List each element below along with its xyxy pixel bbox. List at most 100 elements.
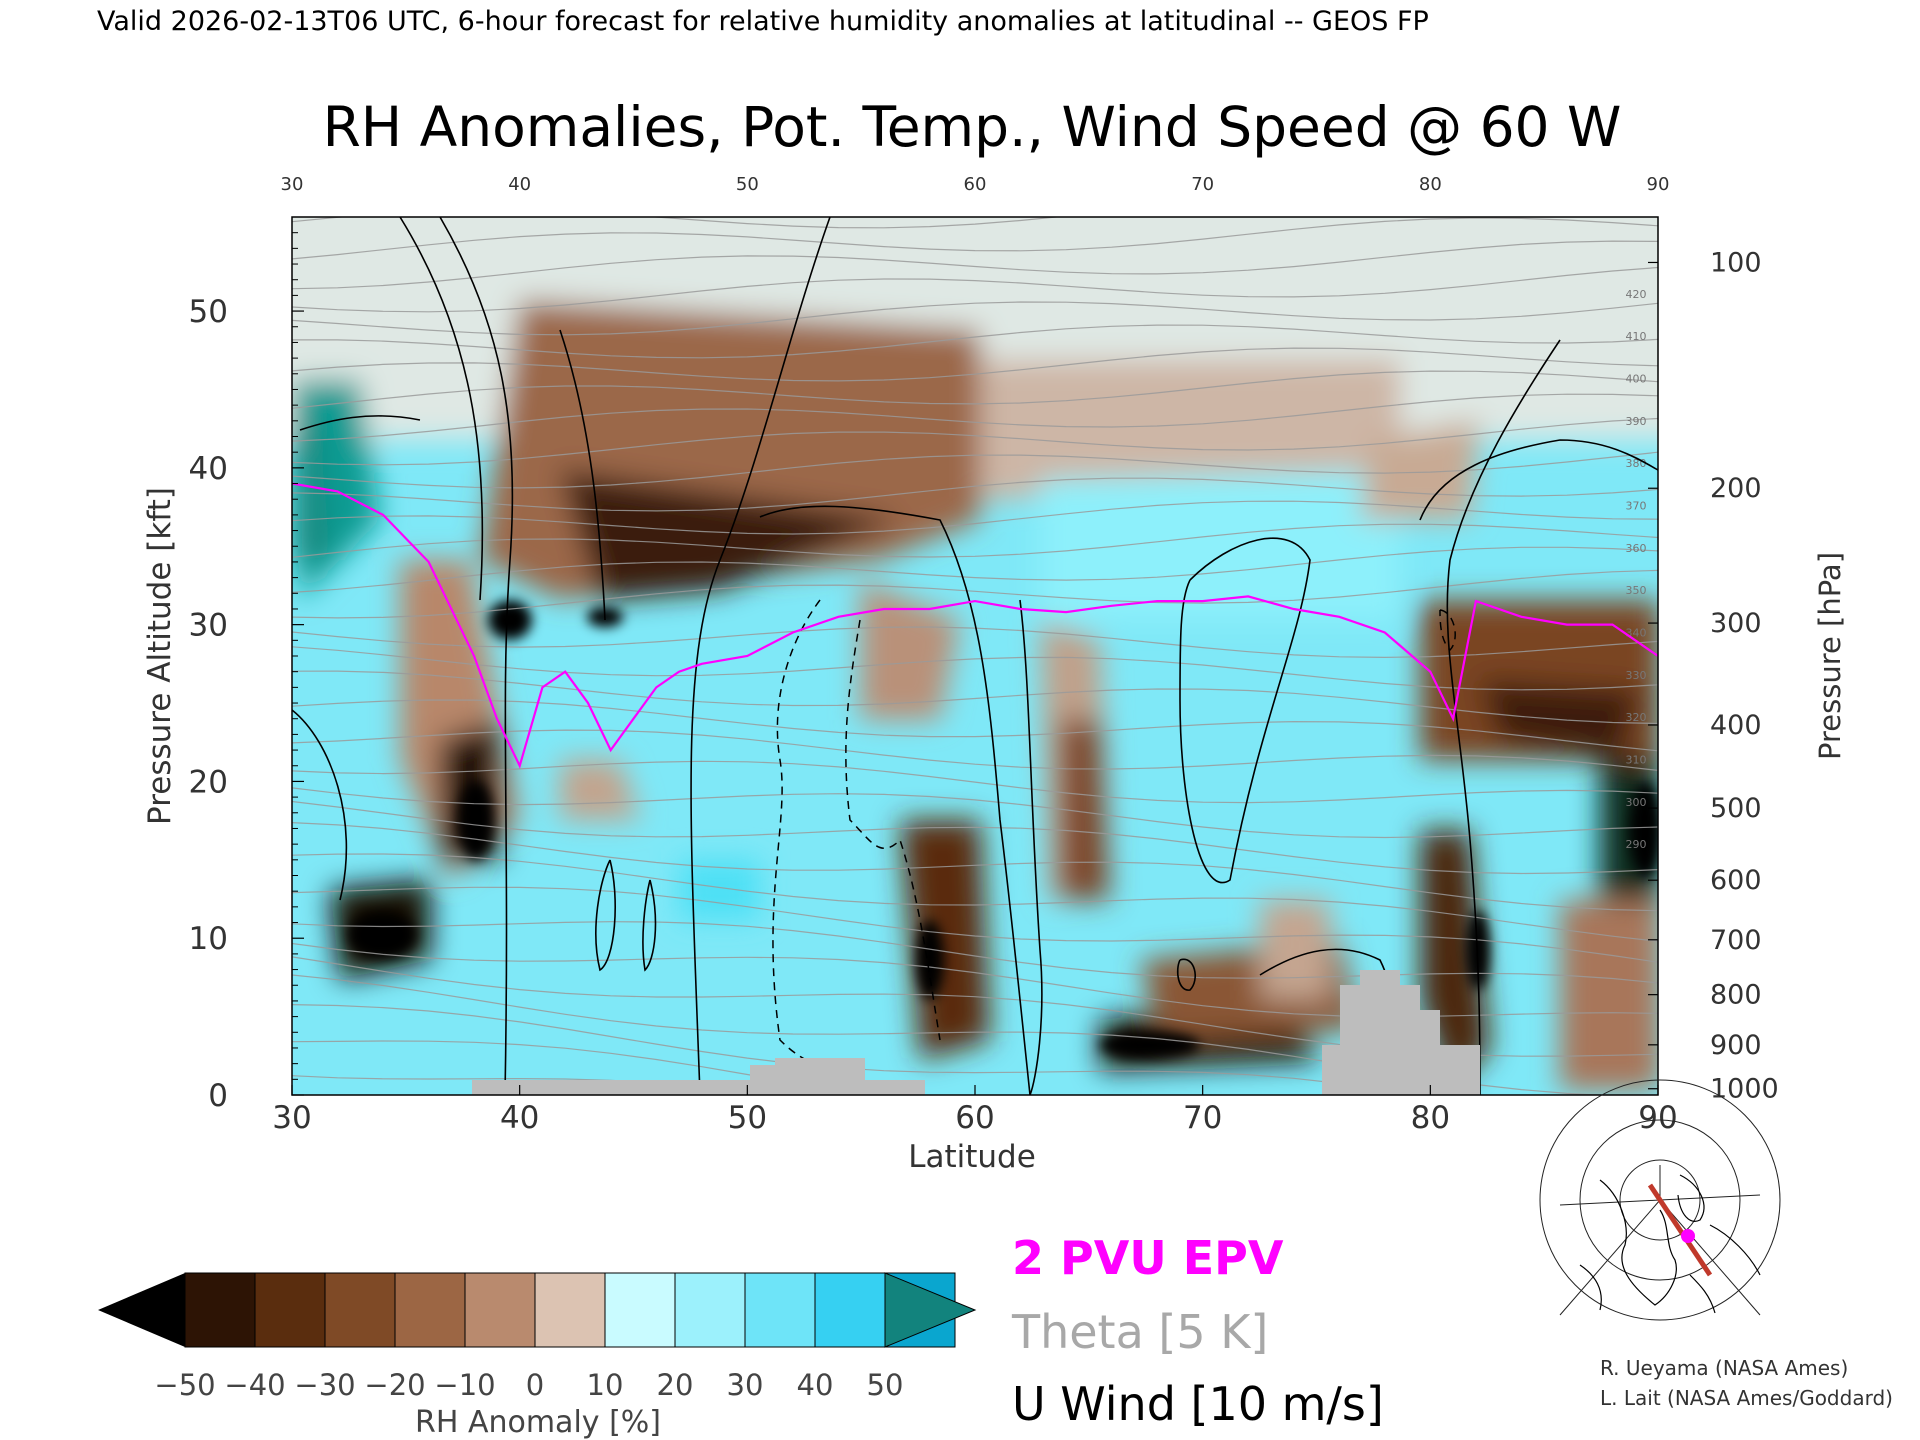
theta-label: 330	[1626, 669, 1647, 682]
plot-area: 290 300 310 320 330 340 350 360 370 380 390 400 410 4…	[292, 217, 1658, 1095]
y-tick-label: 30	[189, 608, 228, 644]
top-tick-label: 60	[964, 174, 987, 195]
theta-contour	[292, 646, 1658, 691]
pressure-tick-label: 200	[1710, 473, 1762, 504]
y-tick-label: 50	[189, 294, 228, 330]
topography-left	[472, 1058, 925, 1095]
top-axis-ticks: 30 40 50 60 70 80 90	[281, 174, 1670, 195]
theta-label: 350	[1626, 584, 1647, 597]
chart-title: RH Anomalies, Pot. Temp., Wind Speed @ 6…	[323, 95, 1622, 159]
pressure-tick-label: 600	[1710, 865, 1762, 896]
x-tick-label: 80	[1411, 1100, 1450, 1136]
inset-map-marker	[1681, 1229, 1695, 1243]
theta-contour	[292, 670, 1658, 725]
theta-contour	[292, 324, 1658, 359]
theta-label: 320	[1626, 711, 1647, 724]
legend: 2 PVU EPV Theta [5 K] U Wind [10 m/s]	[1011, 1231, 1384, 1431]
x-tick-label: 40	[500, 1100, 539, 1136]
colorbar: −50 −40 −30 −20 −10 0 10 20 30 40 50 RH Anomaly [%…	[98, 1272, 977, 1440]
y-axis-ticks: 0 10 20 30 40 50	[189, 232, 304, 1114]
colorbar-box	[464, 1272, 536, 1348]
pressure-tick-label: 500	[1710, 793, 1762, 824]
y-tick-label: 20	[189, 764, 228, 800]
theta-label: 340	[1626, 626, 1647, 639]
inset-map-graticule	[1539, 1079, 1781, 1321]
u-wind-contours	[292, 217, 1658, 1095]
colorbar-box	[744, 1272, 816, 1348]
y-tick-label: 0	[208, 1078, 228, 1114]
pressure-tick-label: 300	[1710, 608, 1762, 639]
theta-contour	[292, 853, 1658, 942]
colorbar-box	[814, 1272, 886, 1348]
theta-contour	[292, 523, 1658, 558]
theta-contour	[292, 760, 1658, 804]
inset-map	[1539, 1079, 1781, 1321]
pressure-tick-label: 700	[1710, 925, 1762, 956]
valid-line: Valid 2026-02-13T06 UTC, 6-hour forecast…	[97, 6, 1429, 37]
colorbar-box	[324, 1272, 396, 1348]
y-tick-label: 10	[189, 921, 228, 957]
inset-map-coastlines	[1579, 1174, 1761, 1314]
colorbar-box	[394, 1272, 466, 1348]
theta-label: 410	[1626, 330, 1647, 343]
credit-line-1: R. Ueyama (NASA Ames)	[1600, 1356, 1848, 1380]
theta-contour	[292, 347, 1658, 382]
topography-right	[1322, 970, 1480, 1095]
colorbar-tick-label: 30	[727, 1368, 764, 1402]
x-tick-label: 70	[1183, 1100, 1222, 1136]
theta-contour	[292, 370, 1658, 409]
y-tick-label: 40	[189, 451, 228, 487]
theta-contour	[292, 1040, 877, 1095]
theta-contour	[292, 1075, 774, 1095]
colorbar-box	[674, 1272, 746, 1348]
theta-label: 310	[1626, 753, 1647, 766]
theta-label: 400	[1626, 372, 1647, 385]
theta-contour	[292, 301, 1658, 336]
legend-u-wind: U Wind [10 m/s]	[1012, 1377, 1384, 1431]
colorbar-boxes	[184, 1272, 956, 1348]
colorbar-tick-label: 50	[867, 1368, 904, 1402]
theta-contour	[292, 921, 1658, 984]
theta-contour	[292, 266, 1658, 313]
theta-contour	[292, 626, 1658, 659]
colorbar-tick-label: 20	[657, 1368, 694, 1402]
colorbar-tick-label: −50	[154, 1368, 215, 1402]
theta-contour	[292, 393, 1658, 442]
pressure-axis-ticks: 1000 900 800 700 600 500 400 300 200 100	[1648, 247, 1779, 1105]
pressure-tick-label: 400	[1710, 710, 1762, 741]
u-wind-negative-contours	[772, 599, 1456, 1076]
theta-contour	[292, 217, 1063, 229]
theta-contour	[292, 500, 1658, 535]
x-axis-label: Latitude	[908, 1139, 1036, 1175]
top-tick-label: 50	[736, 174, 759, 195]
theta-contour	[292, 1004, 1424, 1095]
colorbar-tick-label: 10	[587, 1368, 624, 1402]
colorbar-tick-label: −30	[294, 1368, 355, 1402]
colorbar-box	[534, 1272, 606, 1348]
theta-contour	[292, 240, 1658, 290]
theta-contour	[292, 217, 1658, 260]
theta-contour	[292, 417, 1658, 466]
colorbar-label: RH Anomaly [%]	[415, 1405, 661, 1440]
colorbar-box	[184, 1272, 256, 1348]
colorbar-tick-label: 40	[797, 1368, 834, 1402]
top-tick-label: 40	[508, 174, 531, 195]
colorbar-tick-label: −20	[364, 1368, 425, 1402]
theta-contour	[292, 699, 1658, 752]
x-axis-ticks: 30 40 50 60 70 80 90	[272, 1085, 1678, 1136]
top-tick-label: 80	[1419, 174, 1442, 195]
colorbar-box	[604, 1272, 676, 1348]
theta-contour	[292, 546, 1658, 593]
inset-map-section-line	[1647, 1183, 1713, 1277]
colorbar-over-arrow	[884, 1272, 977, 1348]
x-tick-label: 50	[728, 1100, 767, 1136]
theta-label: 290	[1626, 838, 1647, 851]
theta-label: 390	[1626, 415, 1647, 428]
colorbar-tick-label: 0	[526, 1368, 544, 1402]
legend-theta: Theta [5 K]	[1011, 1305, 1268, 1359]
theta-contour	[292, 800, 1658, 875]
y2-axis-label: Pressure [hPa]	[1813, 552, 1847, 760]
pressure-tick-label: 800	[1710, 980, 1762, 1011]
theta-label: 360	[1626, 542, 1647, 555]
